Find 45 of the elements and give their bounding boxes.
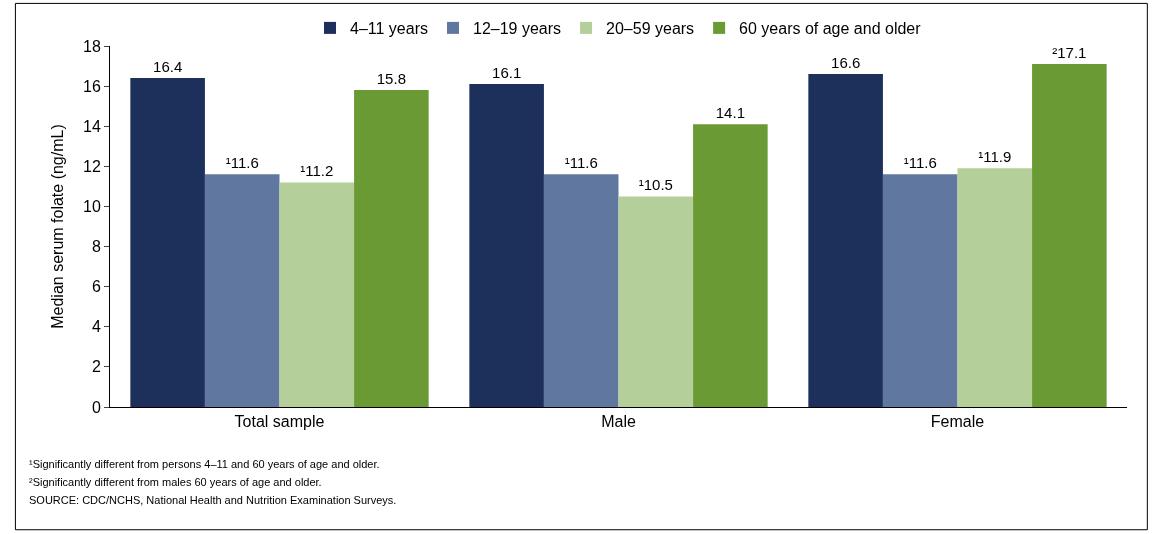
x-tick-label: Total sample bbox=[234, 413, 325, 431]
y-tick-label: 16 bbox=[83, 77, 101, 95]
legend-label: 60 years of age and older bbox=[739, 20, 922, 38]
bar bbox=[130, 78, 205, 407]
bar bbox=[354, 90, 429, 407]
text: ²Significantly different from males 60 years of age and older. bbox=[29, 476, 322, 488]
y-tick-label: 14 bbox=[83, 117, 101, 135]
x-tick-label: Male bbox=[601, 413, 636, 431]
y-tick-label: 4 bbox=[91, 318, 101, 336]
bar bbox=[204, 174, 280, 407]
bar bbox=[469, 84, 544, 407]
bar bbox=[618, 196, 694, 407]
data-label: ¹11.2 bbox=[300, 162, 334, 180]
data-label: ¹11.6 bbox=[903, 154, 937, 172]
bar bbox=[808, 74, 883, 407]
bar bbox=[957, 168, 1033, 407]
y-tick-label: 0 bbox=[91, 398, 101, 416]
data-label: 16.6 bbox=[831, 54, 861, 72]
data-label: ¹11.9 bbox=[978, 148, 1012, 166]
data-label: 16.4 bbox=[153, 58, 183, 76]
data-label: ¹11.6 bbox=[564, 154, 598, 172]
bar bbox=[1032, 64, 1107, 407]
legend-label: 4–11 years bbox=[350, 20, 428, 38]
legend-label: 20–59 years bbox=[606, 20, 695, 38]
data-label: 16.1 bbox=[492, 64, 522, 82]
bar bbox=[882, 174, 958, 407]
y-tick-label: 2 bbox=[91, 358, 101, 376]
y-tick-label: 8 bbox=[91, 238, 101, 256]
y-tick-label: 18 bbox=[83, 37, 101, 55]
bar bbox=[693, 124, 768, 407]
data-label: ²17.1 bbox=[1052, 44, 1087, 62]
bar bbox=[279, 182, 355, 407]
source-note: SOURCE: CDC/NCHS, National Health and Nutrition Examination Surveys. bbox=[29, 494, 397, 506]
legend-label: 12–19 years bbox=[472, 20, 562, 38]
y-tick-label: 10 bbox=[83, 198, 101, 216]
bar bbox=[543, 174, 619, 407]
data-label: 15.8 bbox=[376, 70, 406, 88]
y-axis-title: Median serum folate (ng/mL) bbox=[48, 124, 66, 329]
text: ¹Significantly different from persons 4–11 and 60 years of age and older. bbox=[29, 458, 380, 470]
y-tick-label: 12 bbox=[83, 157, 101, 175]
data-label: ¹11.6 bbox=[225, 154, 259, 172]
data-label: 14.1 bbox=[715, 104, 745, 122]
data-label: ¹10.5 bbox=[638, 176, 673, 194]
x-tick-label: Female bbox=[930, 413, 985, 431]
y-tick-label: 6 bbox=[91, 278, 101, 296]
